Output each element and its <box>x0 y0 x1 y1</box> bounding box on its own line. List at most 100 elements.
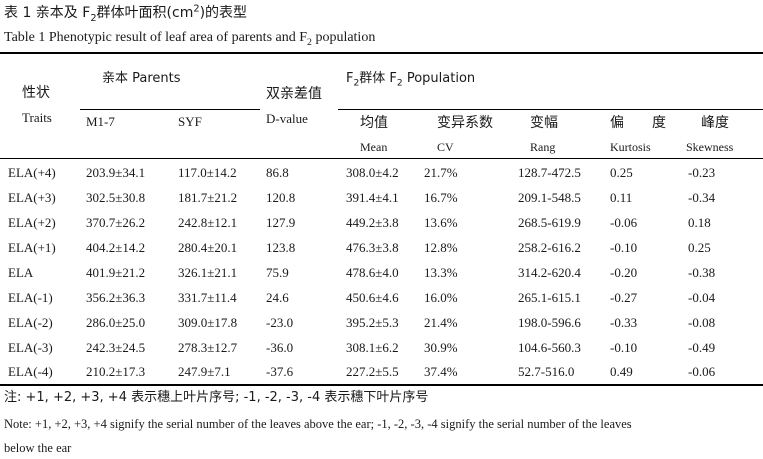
cell-syf: 181.7±21.2 <box>178 190 238 205</box>
cell-rang: 209.1-548.5 <box>518 190 581 205</box>
cell-rang: 128.7-472.5 <box>518 165 581 180</box>
note-en-line2: below the ear <box>4 441 72 455</box>
cell-rang: 314.2-620.4 <box>518 265 581 280</box>
cell-cv: 16.0% <box>424 290 458 305</box>
cell-trait: ELA(-3) <box>8 340 53 355</box>
cell-rang: 265.1-615.1 <box>518 290 581 305</box>
header-bottom-rule <box>0 158 763 159</box>
cell-cv: 12.8% <box>424 240 458 255</box>
header-kurtosis-en: Kurtosis <box>610 140 651 154</box>
table-top-rule <box>0 52 763 54</box>
header-f2-population: F2群体 F2 Population <box>346 71 476 89</box>
note-cn: 注: +1, +2, +3, +4 表示穗上叶片序号; -1, -2, -3, … <box>4 390 429 405</box>
cell-trait: ELA(+1) <box>8 240 56 255</box>
cell-trait: ELA(-1) <box>8 290 53 305</box>
header-kurtosis-cn: 偏 度 <box>610 115 666 131</box>
cell-m17: 286.0±25.0 <box>86 315 146 330</box>
header-skewness-en: Skewness <box>686 140 734 154</box>
cell-mean: 227.2±5.5 <box>346 364 399 379</box>
cell-m17: 401.9±21.2 <box>86 265 146 280</box>
cell-mean: 476.3±3.8 <box>346 240 399 255</box>
cell-trait: ELA(-2) <box>8 315 53 330</box>
cell-dvalue: -37.6 <box>266 364 294 379</box>
cell-m17: 370.7±26.2 <box>86 215 146 230</box>
cell-kurtosis: -0.06 <box>610 215 638 230</box>
cell-kurtosis: -0.33 <box>610 315 638 330</box>
cell-dvalue: -36.0 <box>266 340 294 355</box>
cell-skewness: -0.08 <box>688 315 716 330</box>
cell-cv: 13.3% <box>424 265 458 280</box>
header-traits-cn: 性状 <box>22 85 50 101</box>
cell-cv: 30.9% <box>424 340 458 355</box>
cell-skewness: -0.06 <box>688 364 716 379</box>
cell-trait: ELA(-4) <box>8 364 53 379</box>
header-syf: SYF <box>178 114 202 129</box>
cell-skewness: -0.49 <box>688 340 716 355</box>
cell-cv: 13.6% <box>424 215 458 230</box>
cell-m17: 302.5±30.8 <box>86 190 146 205</box>
cell-m17: 404.2±14.2 <box>86 240 146 255</box>
header-rang-en: Rang <box>530 140 556 154</box>
cell-mean: 308.0±4.2 <box>346 165 399 180</box>
cell-kurtosis: 0.11 <box>610 190 633 205</box>
parents-group-rule <box>80 109 260 110</box>
header-cv-en: CV <box>437 140 454 154</box>
cell-dvalue: 86.8 <box>266 165 289 180</box>
cell-dvalue: 127.9 <box>266 215 296 230</box>
header-m17: M1-7 <box>86 114 115 129</box>
cell-rang: 104.6-560.3 <box>518 340 581 355</box>
cell-dvalue: 75.9 <box>266 265 289 280</box>
cell-m17: 242.3±24.5 <box>86 340 146 355</box>
table-caption-en: Table 1 Phenotypic result of leaf area o… <box>4 30 376 48</box>
cell-skewness: -0.04 <box>688 290 716 305</box>
cell-skewness: 0.18 <box>688 215 711 230</box>
cell-cv: 16.7% <box>424 190 458 205</box>
header-parents: 亲本 Parents <box>102 71 181 86</box>
cell-cv: 21.4% <box>424 315 458 330</box>
cell-kurtosis: -0.10 <box>610 340 638 355</box>
cell-skewness: -0.38 <box>688 265 716 280</box>
cell-mean: 450.6±4.6 <box>346 290 399 305</box>
cell-rang: 52.7-516.0 <box>518 364 575 379</box>
cell-rang: 258.2-616.2 <box>518 240 581 255</box>
cell-m17: 210.2±17.3 <box>86 364 146 379</box>
cell-syf: 247.9±7.1 <box>178 364 231 379</box>
cell-rang: 198.0-596.6 <box>518 315 581 330</box>
cell-rang: 268.5-619.9 <box>518 215 581 230</box>
f2-group-rule <box>338 109 763 110</box>
cell-mean: 391.4±4.1 <box>346 190 399 205</box>
cell-dvalue: 120.8 <box>266 190 296 205</box>
cell-mean: 449.2±3.8 <box>346 215 399 230</box>
cell-trait: ELA(+2) <box>8 215 56 230</box>
header-dvalue-cn: 双亲差值 <box>266 86 322 102</box>
cell-syf: 278.3±12.7 <box>178 340 238 355</box>
cell-m17: 203.9±34.1 <box>86 165 146 180</box>
cell-kurtosis: -0.20 <box>610 265 638 280</box>
cell-trait: ELA(+3) <box>8 190 56 205</box>
cell-skewness: 0.25 <box>688 240 711 255</box>
table-caption-cn: 表 1 亲本及 F2群体叶面积(cm2)的表型 <box>4 3 248 24</box>
cell-skewness: -0.34 <box>688 190 716 205</box>
header-rang-cn: 变幅 <box>530 115 558 131</box>
cell-trait: ELA(+4) <box>8 165 56 180</box>
cell-syf: 242.8±12.1 <box>178 215 238 230</box>
cell-dvalue: 123.8 <box>266 240 296 255</box>
cell-m17: 356.2±36.3 <box>86 290 146 305</box>
cell-mean: 308.1±6.2 <box>346 340 399 355</box>
cell-trait: ELA <box>8 265 34 280</box>
header-traits-en: Traits <box>22 110 52 125</box>
cell-mean: 395.2±5.3 <box>346 315 399 330</box>
cell-kurtosis: -0.27 <box>610 290 638 305</box>
cell-syf: 331.7±11.4 <box>178 290 237 305</box>
cell-syf: 117.0±14.2 <box>178 165 237 180</box>
table-bottom-rule <box>0 384 763 386</box>
cell-kurtosis: 0.49 <box>610 364 633 379</box>
header-dvalue-en: D-value <box>266 111 308 126</box>
cell-mean: 478.6±4.0 <box>346 265 399 280</box>
header-mean-en: Mean <box>360 140 388 154</box>
header-skewness-cn: 峰度 <box>701 115 729 131</box>
cell-dvalue: 24.6 <box>266 290 289 305</box>
cell-skewness: -0.23 <box>688 165 716 180</box>
note-en-line1: Note: +1, +2, +3, +4 signify the serial … <box>4 417 632 431</box>
cell-syf: 309.0±17.8 <box>178 315 238 330</box>
